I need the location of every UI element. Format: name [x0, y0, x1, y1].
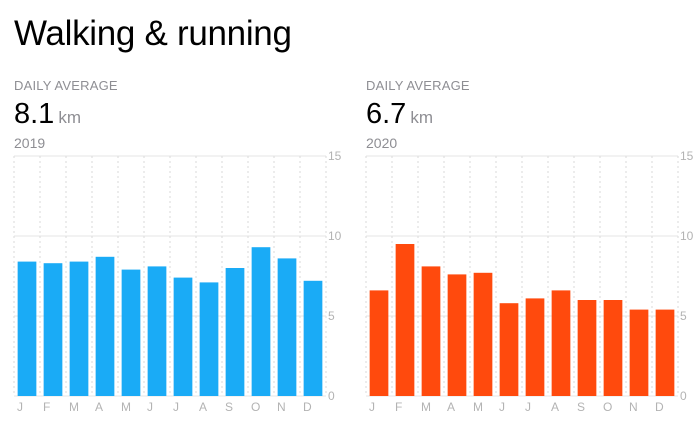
x-tick-label: M [121, 400, 131, 414]
bar-chart-2019: 0 5 10 15 J F M A M J J A S O N D [13, 149, 342, 414]
x-tick-label: J [499, 400, 505, 414]
bar[interactable] [421, 266, 441, 396]
daily-average-unit: km [58, 108, 81, 127]
bar[interactable] [225, 268, 245, 396]
bar-chart-2020: 0 5 10 15 J F M A M J J A S O N D [365, 149, 694, 414]
chart-panel-2020[interactable]: DAILY AVERAGE 6.7 km 2020 0 5 10 15 J F M A M J J A S… [365, 78, 696, 423]
chart-year: 2019 [14, 135, 46, 151]
bar[interactable] [577, 300, 597, 396]
bar[interactable] [655, 309, 675, 396]
y-tick-label: 15 [328, 149, 342, 163]
bar[interactable] [525, 298, 545, 396]
x-tick-label: D [655, 400, 664, 414]
bar[interactable] [369, 290, 389, 396]
bar[interactable] [199, 282, 219, 396]
bar[interactable] [277, 258, 297, 396]
x-tick-label: D [303, 400, 312, 414]
daily-average-label: DAILY AVERAGE [14, 78, 118, 93]
x-tick-label: J [173, 400, 179, 414]
y-tick-label: 0 [328, 389, 335, 403]
bar[interactable] [473, 272, 493, 396]
bar[interactable] [629, 309, 649, 396]
daily-average-label: DAILY AVERAGE [366, 78, 470, 93]
bar[interactable] [603, 300, 623, 396]
bar[interactable] [499, 303, 519, 396]
x-tick-label: O [251, 400, 260, 414]
bar[interactable] [447, 274, 467, 396]
y-tick-label: 15 [680, 149, 694, 163]
daily-average-unit: km [410, 108, 433, 127]
x-tick-label: J [525, 400, 531, 414]
x-tick-label: M [69, 400, 79, 414]
x-tick-label: F [43, 400, 50, 414]
bar[interactable] [121, 269, 141, 396]
daily-average-value-row: 6.7 km [366, 98, 696, 132]
y-tick-label: 10 [328, 229, 342, 243]
bar[interactable] [95, 256, 115, 396]
x-tick-label: A [199, 400, 207, 414]
bar[interactable] [147, 266, 167, 396]
y-tick-label: 5 [680, 309, 687, 323]
y-tick-label: 5 [328, 309, 335, 323]
y-tick-label: 10 [680, 229, 694, 243]
x-tick-label: O [603, 400, 612, 414]
page-title: Walking & running [14, 14, 292, 53]
daily-average-value-row: 8.1 km [14, 98, 344, 132]
bar[interactable] [551, 290, 571, 396]
daily-average-value: 6.7 [366, 98, 407, 130]
bar[interactable] [395, 244, 415, 396]
x-tick-label: S [577, 400, 585, 414]
bar[interactable] [43, 263, 63, 396]
x-tick-label: J [17, 400, 23, 414]
bar[interactable] [251, 247, 271, 396]
x-tick-label: A [95, 400, 103, 414]
x-tick-label: M [473, 400, 483, 414]
x-tick-label: N [629, 400, 638, 414]
daily-average-value: 8.1 [14, 98, 55, 130]
chart-panel-2019[interactable]: DAILY AVERAGE 8.1 km 2019 0 5 10 15 J F M A M J J A S… [13, 78, 344, 423]
x-tick-label: M [421, 400, 431, 414]
x-tick-label: J [369, 400, 375, 414]
x-tick-label: A [447, 400, 455, 414]
chart-year: 2020 [366, 135, 398, 151]
y-tick-label: 0 [680, 389, 687, 403]
x-tick-label: N [277, 400, 286, 414]
x-tick-label: A [551, 400, 559, 414]
x-tick-label: S [225, 400, 233, 414]
bar[interactable] [17, 261, 37, 396]
bar[interactable] [69, 261, 89, 396]
x-tick-label: F [395, 400, 402, 414]
bar[interactable] [173, 277, 193, 396]
bar[interactable] [303, 280, 323, 396]
x-tick-label: J [147, 400, 153, 414]
